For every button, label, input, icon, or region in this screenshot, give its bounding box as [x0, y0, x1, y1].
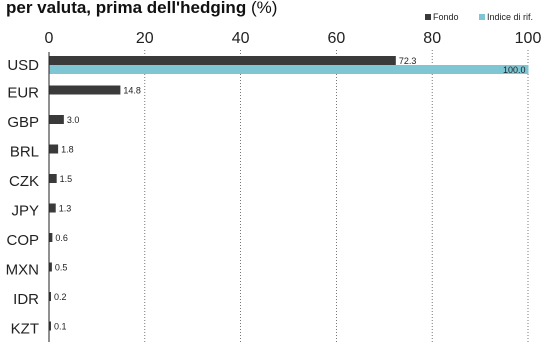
legend-label-fondo: Fondo: [433, 12, 459, 22]
y-category-label: GBP: [7, 114, 39, 131]
data-label-fondo: 3.0: [67, 115, 80, 125]
bars: [49, 56, 529, 331]
y-category-label: IDR: [13, 291, 39, 308]
legend-label-indice: Indice di rif.: [487, 12, 533, 22]
bar-fondo: [49, 174, 57, 183]
bar-fondo: [49, 115, 64, 124]
data-label-fondo: 0.1: [54, 322, 67, 332]
data-label-fondo: 1.3: [59, 204, 72, 214]
y-category-label: MXN: [6, 262, 39, 279]
bar-indice: [49, 65, 529, 74]
bar-fondo: [49, 203, 56, 213]
y-category-label: USD: [7, 57, 39, 74]
data-label-fondo: 14.8: [123, 86, 141, 96]
y-category-label: CZK: [9, 173, 39, 190]
bar-fondo: [49, 85, 121, 95]
data-labels: 72.3 100.0 14.8 3.0 1.8 1.5 1.3 0.6 0.5 0.2 0.1: [54, 56, 526, 332]
x-tick-label: 20: [136, 30, 154, 47]
bar-fondo: [49, 321, 51, 331]
bar-fondo: [49, 233, 53, 242]
chart-title: per valuta, prima dell'hedging (%): [6, 0, 277, 17]
data-label-fondo: 0.5: [55, 263, 68, 273]
x-tick-label: 80: [423, 30, 441, 47]
grid: [144, 50, 529, 342]
legend-swatch-fondo: [425, 14, 431, 20]
legend: Fondo Indice di rif.: [425, 12, 533, 22]
bar-fondo: [49, 144, 59, 154]
bar-fondo: [49, 292, 51, 301]
data-label-fondo: 72.3: [399, 56, 417, 66]
data-label-indice: 100.0: [503, 65, 526, 75]
bar-fondo: [49, 262, 52, 272]
y-category-label: BRL: [10, 144, 39, 161]
y-axis-categories: USD EUR GBP BRL CZK JPY COP MXN IDR KZT: [6, 57, 40, 338]
x-tick-label: 100: [515, 30, 542, 47]
y-category-label: JPY: [11, 203, 39, 220]
data-label-fondo: 0.6: [55, 233, 68, 243]
x-tick-label: 0: [45, 30, 54, 47]
legend-swatch-indice: [479, 14, 485, 20]
x-tick-label: 60: [328, 30, 346, 47]
data-label-fondo: 1.8: [61, 145, 74, 155]
data-label-fondo: 0.2: [54, 292, 67, 302]
chart-title-main: per valuta, prima dell'hedging: [6, 0, 246, 17]
y-category-label: KZT: [11, 321, 39, 338]
x-tick-label: 40: [232, 30, 250, 47]
data-label-fondo: 1.5: [60, 174, 73, 184]
y-category-label: EUR: [7, 85, 39, 102]
y-category-label: COP: [6, 232, 39, 249]
x-axis-ticks: 0 20 40 60 80 100: [45, 30, 542, 47]
chart-title-unit: (%): [251, 0, 277, 17]
bar-fondo: [49, 56, 396, 65]
